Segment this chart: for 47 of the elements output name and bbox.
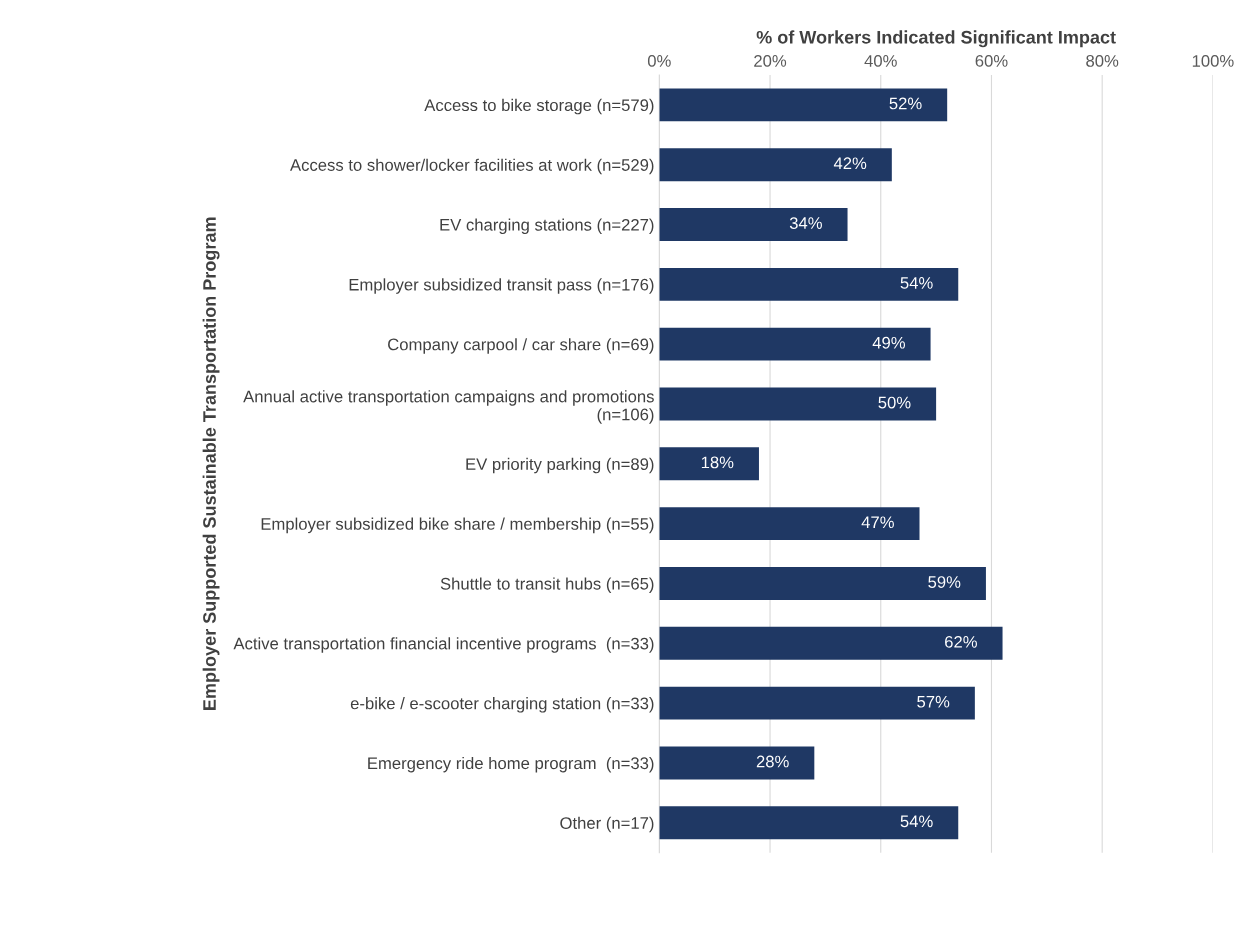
data-label: 54% bbox=[900, 277, 933, 289]
bar bbox=[659, 626, 1003, 660]
data-label: 57% bbox=[917, 695, 950, 708]
data-label: 52% bbox=[889, 97, 922, 110]
y-tick-label: Shuttle to transit hubs (n=65) bbox=[440, 577, 654, 593]
bar bbox=[659, 447, 759, 481]
y-tick-label: Company carpool / car share (n=69) bbox=[388, 338, 654, 354]
bar bbox=[659, 686, 975, 720]
x-axis-title: % of Workers Indicated Significant Impact bbox=[756, 30, 1116, 48]
bar bbox=[659, 507, 920, 541]
y-tick-label: Active transportation financial incentive programs (n=33) bbox=[233, 637, 654, 653]
data-label: 54% bbox=[900, 815, 933, 828]
bar bbox=[659, 148, 892, 182]
y-tick-label: Employer subsidized transit pass (n=176) bbox=[349, 278, 654, 294]
bar bbox=[659, 88, 948, 122]
y-axis-title: Employer Supported Sustainable Transportation Program bbox=[202, 217, 220, 710]
x-tick-label: 60% bbox=[975, 55, 1008, 67]
y-tick-label: Other (n=17) bbox=[560, 816, 654, 833]
x-tick-label: 40% bbox=[864, 55, 897, 67]
bar bbox=[659, 567, 986, 600]
y-tick-label: e-bike / e-scooter charging station (n=33) bbox=[350, 697, 654, 713]
data-label: 18% bbox=[701, 456, 734, 469]
data-label: 49% bbox=[872, 336, 906, 349]
bar bbox=[659, 267, 959, 301]
x-tick-label: 0% bbox=[647, 55, 671, 67]
bar bbox=[659, 387, 937, 421]
bar bbox=[659, 327, 931, 361]
y-tick-label: Emergency ride home program (n=33) bbox=[368, 756, 654, 773]
y-tick-label: Employer subsidized bike share / membership (n=55) bbox=[261, 517, 654, 534]
bar bbox=[659, 746, 815, 780]
y-tick-label: EV priority parking (n=89) bbox=[466, 457, 654, 474]
bar bbox=[659, 806, 959, 840]
x-tick-label: 80% bbox=[1086, 55, 1119, 67]
data-label: 34% bbox=[789, 217, 822, 229]
y-tick-label: Access to shower/locker facilities at work (n=529) bbox=[290, 158, 654, 175]
y-tick-label: Annual active transportation campaigns and promotions (n=106) bbox=[243, 390, 654, 424]
x-tick-label: 100% bbox=[1192, 55, 1234, 67]
data-label: 59% bbox=[928, 576, 961, 588]
bar bbox=[659, 208, 848, 241]
data-label: 62% bbox=[945, 635, 977, 648]
y-tick-label: EV charging stations (n=227) bbox=[440, 218, 654, 235]
y-tick-label: Access to bike storage (n=579) bbox=[424, 98, 654, 115]
x-tick-label: 20% bbox=[754, 55, 787, 67]
data-label: 50% bbox=[878, 396, 911, 409]
data-label: 28% bbox=[756, 755, 789, 768]
data-label: 47% bbox=[861, 516, 894, 529]
data-label: 42% bbox=[833, 157, 867, 170]
